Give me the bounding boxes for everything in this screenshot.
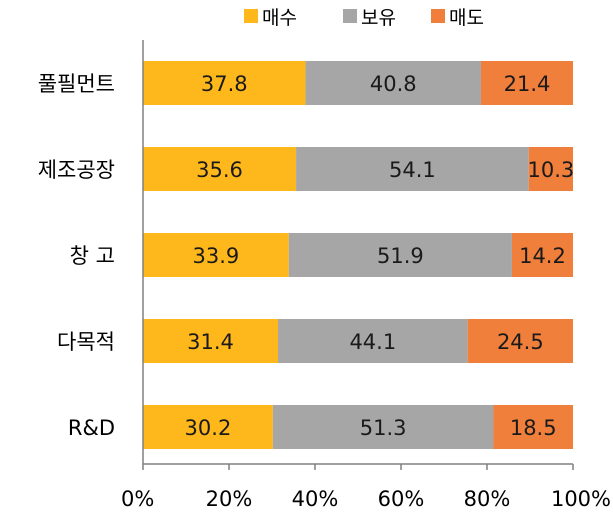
data-label: 35.6	[196, 158, 243, 182]
bars: 37.8 40.8 21.4 35.6 54.1 10.3 33.9 51.9 14.2 31.4…	[143, 61, 574, 449]
data-label: 54.1	[389, 158, 436, 182]
bar-segment	[143, 405, 273, 449]
category-label: 풀필먼트	[38, 72, 115, 96]
x-tick-label: 0%	[121, 487, 154, 511]
bar-segment	[288, 233, 512, 277]
x-tick-label: 60%	[378, 487, 425, 511]
bar-segment	[278, 319, 468, 363]
data-label: 37.8	[201, 72, 248, 96]
data-label: 10.3	[527, 158, 574, 182]
x-tick-label: 40%	[292, 487, 339, 511]
bar-segment	[467, 319, 573, 363]
x-tick-label: 100%	[551, 487, 611, 511]
bar-segment	[296, 147, 529, 191]
data-label: 21.4	[504, 72, 551, 96]
data-label: 14.2	[519, 244, 566, 268]
legend: 매수 보유 매도	[244, 7, 484, 29]
category-label: 제조공장	[38, 158, 115, 182]
data-label: 18.5	[510, 416, 557, 440]
data-label: 51.9	[377, 244, 424, 268]
bar-segment	[143, 61, 306, 105]
bar-segment	[511, 233, 573, 277]
tick-labels: 0% 20% 40% 60% 80% 100%	[121, 487, 611, 511]
bar-segment	[143, 147, 297, 191]
data-label: 33.9	[193, 244, 240, 268]
bar-segment	[305, 61, 481, 105]
bar-segment	[528, 147, 573, 191]
legend-swatch-item-2	[431, 9, 445, 23]
data-label: 30.2	[185, 416, 232, 440]
x-tick-label: 80%	[464, 487, 511, 511]
bar-segment	[493, 405, 573, 449]
category-label: R&D	[68, 416, 115, 440]
bar-segment	[143, 233, 289, 277]
category-label: 창 고	[70, 244, 115, 268]
data-label: 31.4	[187, 330, 234, 354]
axes	[142, 40, 574, 470]
legend-swatch-item-0	[244, 9, 258, 23]
legend-label: 매수	[262, 7, 297, 29]
category-label: 다목적	[57, 330, 115, 354]
legend-label: 매도	[449, 7, 484, 29]
bar-segment	[143, 319, 279, 363]
legend-label: 보유	[361, 7, 396, 29]
data-label: 44.1	[349, 330, 396, 354]
bar-segment	[480, 61, 573, 105]
data-label: 51.3	[360, 416, 407, 440]
bar-segment	[272, 405, 494, 449]
x-tick-label: 20%	[206, 487, 253, 511]
data-label: 40.8	[370, 72, 417, 96]
data-label: 24.5	[497, 330, 544, 354]
legend-swatch-item-1	[343, 9, 357, 23]
